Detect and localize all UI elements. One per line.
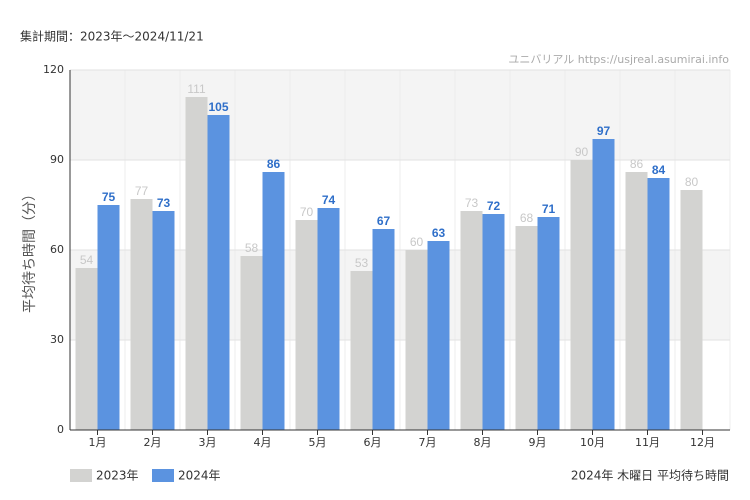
value-label: 111 <box>187 82 206 96</box>
x-tick-label: 3月 <box>199 436 217 449</box>
value-label: 84 <box>652 163 666 177</box>
x-tick-label: 8月 <box>474 436 492 449</box>
bar <box>97 205 120 430</box>
y-tick-label: 0 <box>57 423 64 436</box>
value-label: 73 <box>465 196 479 210</box>
bar <box>372 229 395 430</box>
bar <box>427 241 450 430</box>
bar <box>460 211 483 430</box>
value-label: 58 <box>245 241 259 255</box>
bar <box>537 217 560 430</box>
x-tick-label: 2月 <box>144 436 162 449</box>
x-tick-label: 11月 <box>635 436 660 449</box>
footer: 2024年 木曜日 平均待ち時間 <box>571 469 729 483</box>
bar <box>515 226 538 430</box>
bar <box>592 139 615 430</box>
value-label: 71 <box>542 202 556 216</box>
x-tick-label: 7月 <box>419 436 437 449</box>
value-label: 68 <box>520 211 534 225</box>
value-label: 73 <box>157 196 171 210</box>
value-label: 75 <box>102 190 116 204</box>
value-label: 54 <box>80 253 94 267</box>
x-tick-label: 4月 <box>254 436 272 449</box>
y-tick-label: 60 <box>50 243 64 256</box>
legend-label: 2023年 <box>96 469 139 483</box>
value-label: 77 <box>135 184 149 198</box>
bar <box>482 214 505 430</box>
x-tick-label: 10月 <box>580 436 605 449</box>
value-label: 86 <box>267 157 281 171</box>
legend-swatch <box>152 469 174 482</box>
x-tick-label: 9月 <box>529 436 547 449</box>
bar <box>152 211 175 430</box>
legend-swatch <box>70 469 92 482</box>
value-label: 72 <box>487 199 501 213</box>
value-label: 67 <box>377 214 391 228</box>
value-label: 86 <box>630 157 644 171</box>
value-label: 90 <box>575 145 589 159</box>
value-label: 63 <box>432 226 446 240</box>
bar <box>240 256 263 430</box>
value-label: 60 <box>410 235 424 249</box>
period: 集計期間：2023年～2024/11/21 <box>20 29 204 44</box>
y-axis-label: 平均待ち時間（分） <box>22 187 38 313</box>
source: ユニバリアル https://usjreal.asumirai.info <box>508 53 729 66</box>
bar <box>680 190 703 430</box>
value-label: 80 <box>685 175 699 189</box>
x-tick-label: 6月 <box>364 436 382 449</box>
x-tick-label: 5月 <box>309 436 327 449</box>
bar <box>405 250 428 430</box>
bar <box>570 160 593 430</box>
y-tick-label: 120 <box>43 63 64 76</box>
bar <box>207 115 230 430</box>
value-label: 53 <box>355 256 369 270</box>
x-tick-label: 1月 <box>89 436 107 449</box>
value-label: 105 <box>208 100 228 114</box>
bar <box>75 268 98 430</box>
y-tick-label: 90 <box>50 153 64 166</box>
bar <box>350 271 373 430</box>
bar <box>185 97 208 430</box>
legend-label: 2024年 <box>178 469 221 483</box>
y-tick-label: 30 <box>50 333 64 346</box>
value-label: 97 <box>597 124 611 138</box>
bar <box>295 220 318 430</box>
x-tick-label: 12月 <box>690 436 715 449</box>
bar <box>130 199 153 430</box>
bar <box>262 172 285 430</box>
bar <box>625 172 648 430</box>
bar <box>647 178 670 430</box>
bar <box>317 208 340 430</box>
value-label: 74 <box>322 193 336 207</box>
value-label: 70 <box>300 205 314 219</box>
